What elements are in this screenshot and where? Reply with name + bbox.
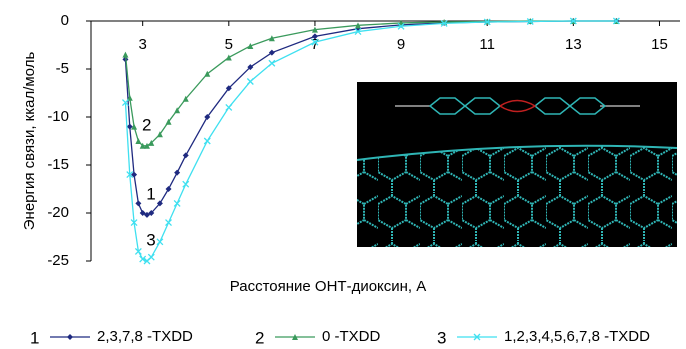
data-point — [183, 181, 189, 187]
data-point — [247, 78, 253, 84]
data-point — [226, 104, 232, 110]
data-point — [247, 43, 253, 49]
y-axis-label: Энергия связи, ккал/моль — [21, 52, 38, 231]
legend-label: 2,3,7,8 -TXDD — [97, 328, 193, 345]
curve-label: 2 — [142, 115, 151, 134]
data-point — [183, 152, 189, 158]
legend-number: 2 — [255, 328, 264, 347]
x-axis-label: Расстояние ОНТ-диоксин, А — [230, 278, 427, 295]
curve-label: 3 — [146, 230, 155, 249]
data-point — [166, 220, 172, 226]
x-tick-label: 3 — [139, 36, 147, 53]
data-point — [226, 54, 232, 60]
x-tick-label: 11 — [479, 36, 495, 53]
y-tick-label: -15 — [47, 156, 69, 173]
x-tick-label: 5 — [225, 36, 233, 53]
x-tick-label: 15 — [651, 36, 668, 53]
y-tick-label: -5 — [56, 60, 69, 77]
data-point — [157, 239, 163, 245]
data-point — [174, 200, 180, 206]
data-point — [148, 254, 154, 260]
x-tick-label: 9 — [397, 36, 405, 53]
legend-number: 1 — [30, 328, 39, 347]
data-point — [135, 200, 141, 206]
chart: Энергия связи, ккал/моль Расстояние ОНТ-… — [0, 0, 686, 349]
legend-number: 3 — [437, 328, 446, 347]
x-tick-label: 13 — [565, 36, 582, 53]
curve-label: 1 — [146, 184, 155, 203]
data-point — [166, 186, 172, 192]
y-tick-label: -10 — [47, 108, 69, 125]
data-point — [269, 60, 275, 66]
data-point — [135, 138, 141, 144]
y-tick-label: 0 — [61, 12, 69, 29]
data-point — [204, 138, 210, 144]
legend-marker — [67, 334, 73, 340]
inset-image — [357, 82, 677, 247]
legend-label: 0 -TXDD — [322, 328, 381, 345]
y-tick-label: -20 — [47, 204, 69, 221]
data-point — [122, 52, 128, 58]
y-tick-label: -25 — [47, 252, 69, 269]
data-point — [174, 170, 180, 176]
legend-label: 1,2,3,4,5,6,7,8 -TXDD — [504, 328, 650, 345]
